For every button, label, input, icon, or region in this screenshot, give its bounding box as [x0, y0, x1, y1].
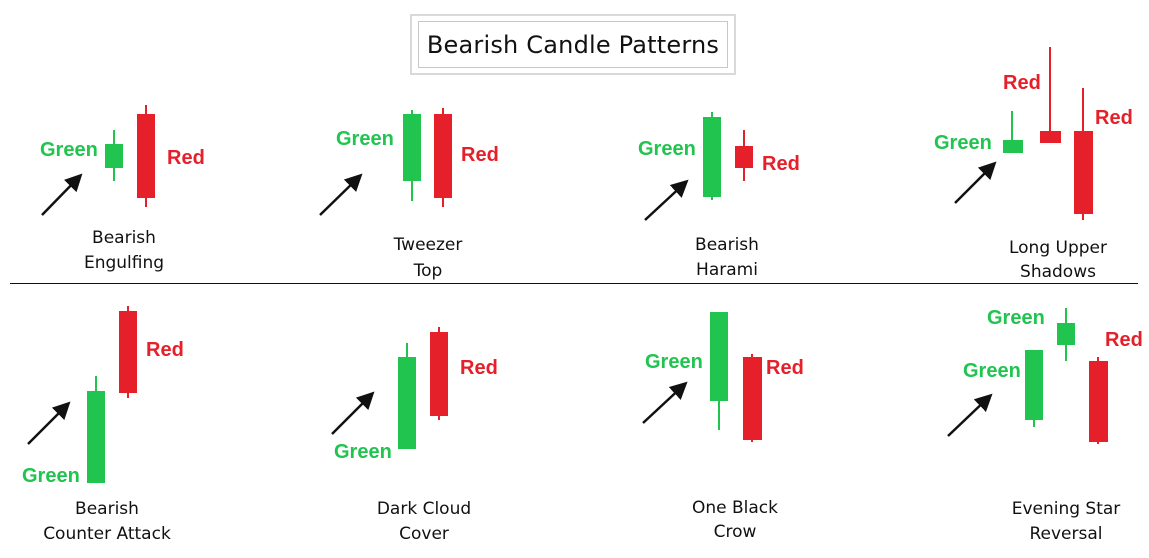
pattern-dark-cloud-cover: Green Red Dark Cloud Cover	[331, 327, 498, 544]
green-candle-star	[1057, 308, 1075, 361]
caption-line1: Bearish	[695, 235, 759, 255]
green-label: Green	[645, 351, 703, 373]
trend-arrow	[41, 173, 83, 216]
red-label: Red	[146, 339, 184, 361]
trend-arrow	[644, 179, 689, 221]
green-label: Green	[987, 307, 1045, 329]
green-candle	[1003, 111, 1023, 153]
red-candle	[434, 108, 452, 207]
row-divider	[10, 283, 1138, 284]
red-candle	[735, 130, 753, 181]
green-candle	[703, 112, 721, 200]
caption-line1: Tweezer	[393, 235, 463, 255]
green-label: Green	[963, 360, 1021, 382]
red-candle-small	[1040, 47, 1061, 143]
trend-arrow	[642, 381, 688, 424]
caption-line2: Crow	[714, 522, 757, 542]
trend-arrow	[947, 393, 993, 437]
trend-arrow	[27, 401, 71, 445]
green-candle	[398, 343, 416, 449]
green-label: Green	[336, 128, 394, 150]
caption-line1: Dark Cloud	[377, 499, 471, 519]
caption-line2: Shadows	[1020, 262, 1096, 282]
pattern-long-upper-shadows: Green Red Red Long Upper Shadows	[934, 47, 1133, 282]
page-title: Bearish Candle Patterns	[426, 30, 720, 59]
green-label: Green	[40, 139, 98, 161]
green-label: Green	[934, 132, 992, 154]
caption-line2: Counter Attack	[43, 524, 171, 544]
caption-line1: Long Upper	[1009, 238, 1107, 258]
red-label: Red	[460, 357, 498, 379]
green-candle	[403, 110, 421, 201]
caption-line2: Cover	[399, 524, 449, 544]
red-candle-large	[1074, 88, 1093, 220]
title-box: Bearish Candle Patterns	[410, 14, 736, 75]
pattern-evening-star-reversal: Green Green Red Evening Star Reversal	[947, 307, 1143, 544]
pattern-tweezer-top: Green Red Tweezer Top	[319, 108, 499, 281]
caption-line1: Bearish	[92, 228, 156, 248]
red-candle	[743, 354, 762, 442]
trend-arrow	[331, 391, 375, 435]
red-label: Red	[167, 147, 205, 169]
red-label: Red	[1105, 329, 1143, 351]
caption-line1: Bearish	[75, 499, 139, 519]
pattern-bearish-engulfing: Green Red Bearish Engulfing	[40, 105, 205, 273]
green-candle	[87, 376, 105, 483]
red-candle	[430, 327, 448, 420]
pattern-bearish-harami: Green Red Bearish Harami	[638, 112, 800, 280]
red-candle	[119, 306, 137, 398]
red-label: Red	[1003, 72, 1041, 94]
pattern-one-black-crow: Green Red One Black Crow	[642, 312, 804, 542]
pattern-bearish-counter-attack: Green Red Bearish Counter Attack	[22, 306, 184, 544]
trend-arrow	[954, 161, 997, 204]
red-label: Red	[1095, 107, 1133, 129]
red-label: Red	[766, 357, 804, 379]
red-label: Red	[461, 144, 499, 166]
trend-arrow	[319, 173, 363, 216]
red-candle	[137, 105, 155, 207]
title-frame: Bearish Candle Patterns	[418, 21, 728, 68]
caption-line2: Reversal	[1029, 524, 1102, 544]
red-candle	[1089, 357, 1108, 444]
caption-line2: Top	[413, 261, 443, 281]
caption-line1: One Black	[692, 498, 778, 518]
green-candle-large	[1025, 350, 1043, 427]
green-label: Green	[22, 465, 80, 487]
caption-line2: Harami	[696, 260, 758, 280]
red-label: Red	[762, 153, 800, 175]
caption-line2: Engulfing	[84, 253, 164, 273]
green-candle	[105, 130, 123, 181]
green-candle	[710, 312, 728, 430]
green-label: Green	[334, 441, 392, 463]
green-label: Green	[638, 138, 696, 160]
caption-line1: Evening Star	[1012, 499, 1121, 519]
